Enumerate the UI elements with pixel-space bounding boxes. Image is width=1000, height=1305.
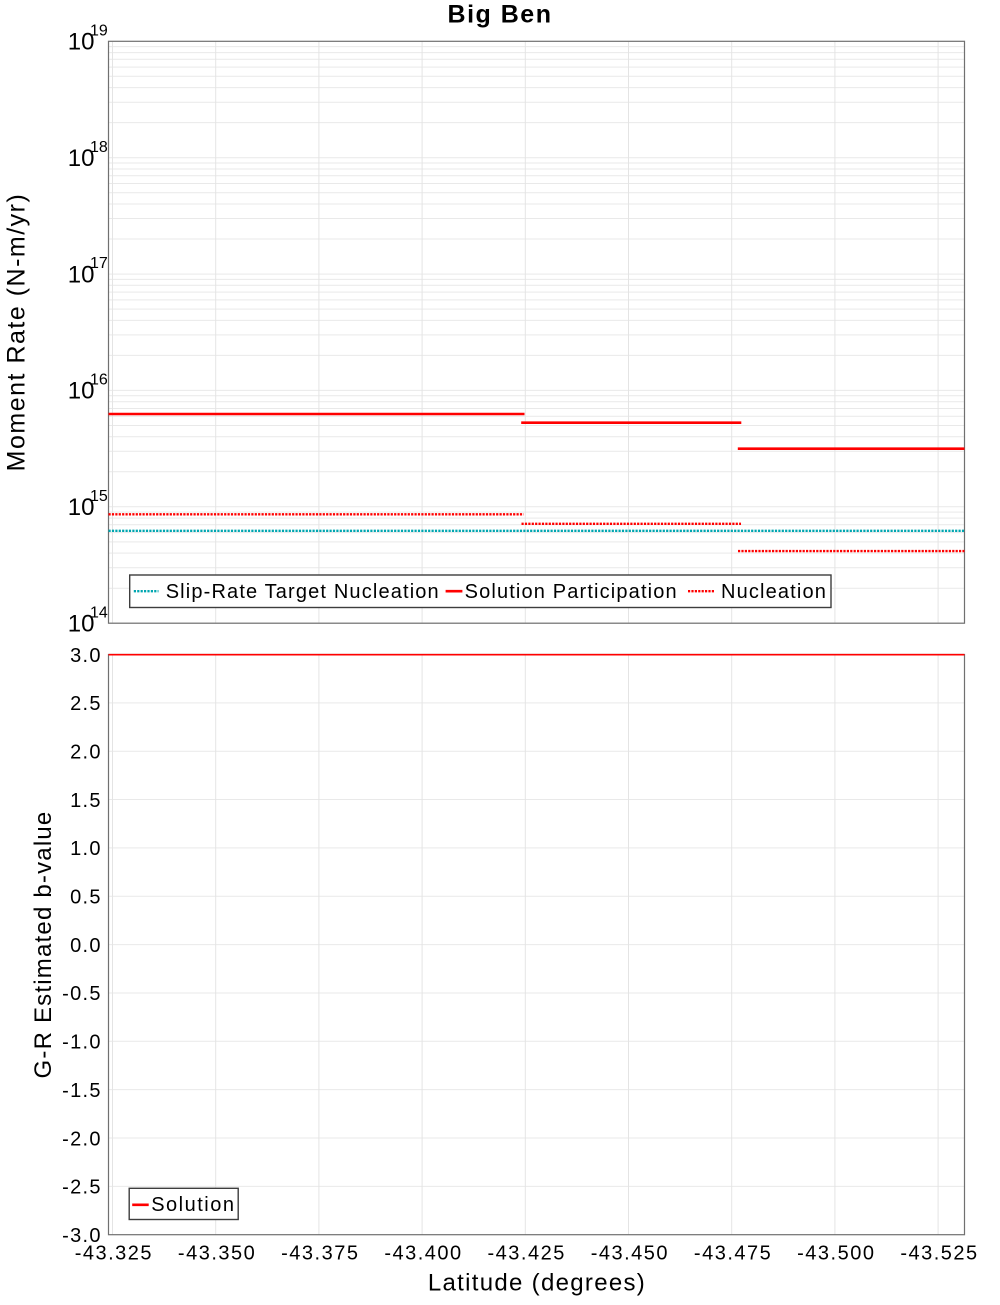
svg-text:16: 16 xyxy=(90,372,108,389)
svg-text:Latitude (degrees): Latitude (degrees) xyxy=(428,1270,646,1297)
svg-text:-43.350: -43.350 xyxy=(178,1242,256,1264)
svg-text:10: 10 xyxy=(68,261,95,288)
svg-text:2.0: 2.0 xyxy=(70,742,102,764)
svg-text:-3.0: -3.0 xyxy=(62,1225,102,1247)
svg-text:-1.5: -1.5 xyxy=(62,1080,102,1102)
svg-text:10: 10 xyxy=(68,29,95,56)
svg-text:Big Ben: Big Ben xyxy=(448,1,553,29)
svg-text:-43.325: -43.325 xyxy=(75,1242,153,1264)
svg-text:10: 10 xyxy=(68,610,95,637)
svg-text:-43.500: -43.500 xyxy=(797,1242,875,1264)
svg-text:G-R Estimated b-value: G-R Estimated b-value xyxy=(30,811,57,1079)
svg-text:1.5: 1.5 xyxy=(70,790,102,812)
svg-text:-43.375: -43.375 xyxy=(281,1242,359,1264)
svg-text:-43.475: -43.475 xyxy=(694,1242,772,1264)
svg-text:0.5: 0.5 xyxy=(70,887,102,909)
svg-text:Solution: Solution xyxy=(151,1194,235,1216)
svg-text:-2.5: -2.5 xyxy=(62,1177,102,1199)
svg-text:Solution Participation: Solution Participation xyxy=(465,581,678,603)
svg-text:-43.425: -43.425 xyxy=(488,1242,566,1264)
svg-text:-43.450: -43.450 xyxy=(591,1242,669,1264)
svg-text:19: 19 xyxy=(90,22,108,39)
svg-text:18: 18 xyxy=(90,139,108,156)
svg-text:0.0: 0.0 xyxy=(70,935,102,957)
svg-text:-2.0: -2.0 xyxy=(62,1128,102,1150)
svg-text:2.5: 2.5 xyxy=(70,693,102,715)
svg-text:-0.5: -0.5 xyxy=(62,983,102,1005)
svg-text:10: 10 xyxy=(68,145,95,172)
svg-text:Moment Rate (N-m/yr): Moment Rate (N-m/yr) xyxy=(2,193,30,472)
svg-text:17: 17 xyxy=(90,255,108,272)
svg-text:Slip-Rate Target Nucleation: Slip-Rate Target Nucleation xyxy=(166,581,440,603)
svg-text:-43.525: -43.525 xyxy=(900,1242,978,1264)
svg-text:14: 14 xyxy=(90,604,108,621)
svg-text:-43.400: -43.400 xyxy=(384,1242,462,1264)
svg-text:15: 15 xyxy=(90,488,108,505)
svg-text:10: 10 xyxy=(68,494,95,521)
svg-text:3.0: 3.0 xyxy=(70,645,102,667)
svg-text:10: 10 xyxy=(68,378,95,405)
svg-text:-1.0: -1.0 xyxy=(62,1032,102,1054)
svg-text:1.0: 1.0 xyxy=(70,838,102,860)
svg-text:Nucleation: Nucleation xyxy=(721,581,827,603)
